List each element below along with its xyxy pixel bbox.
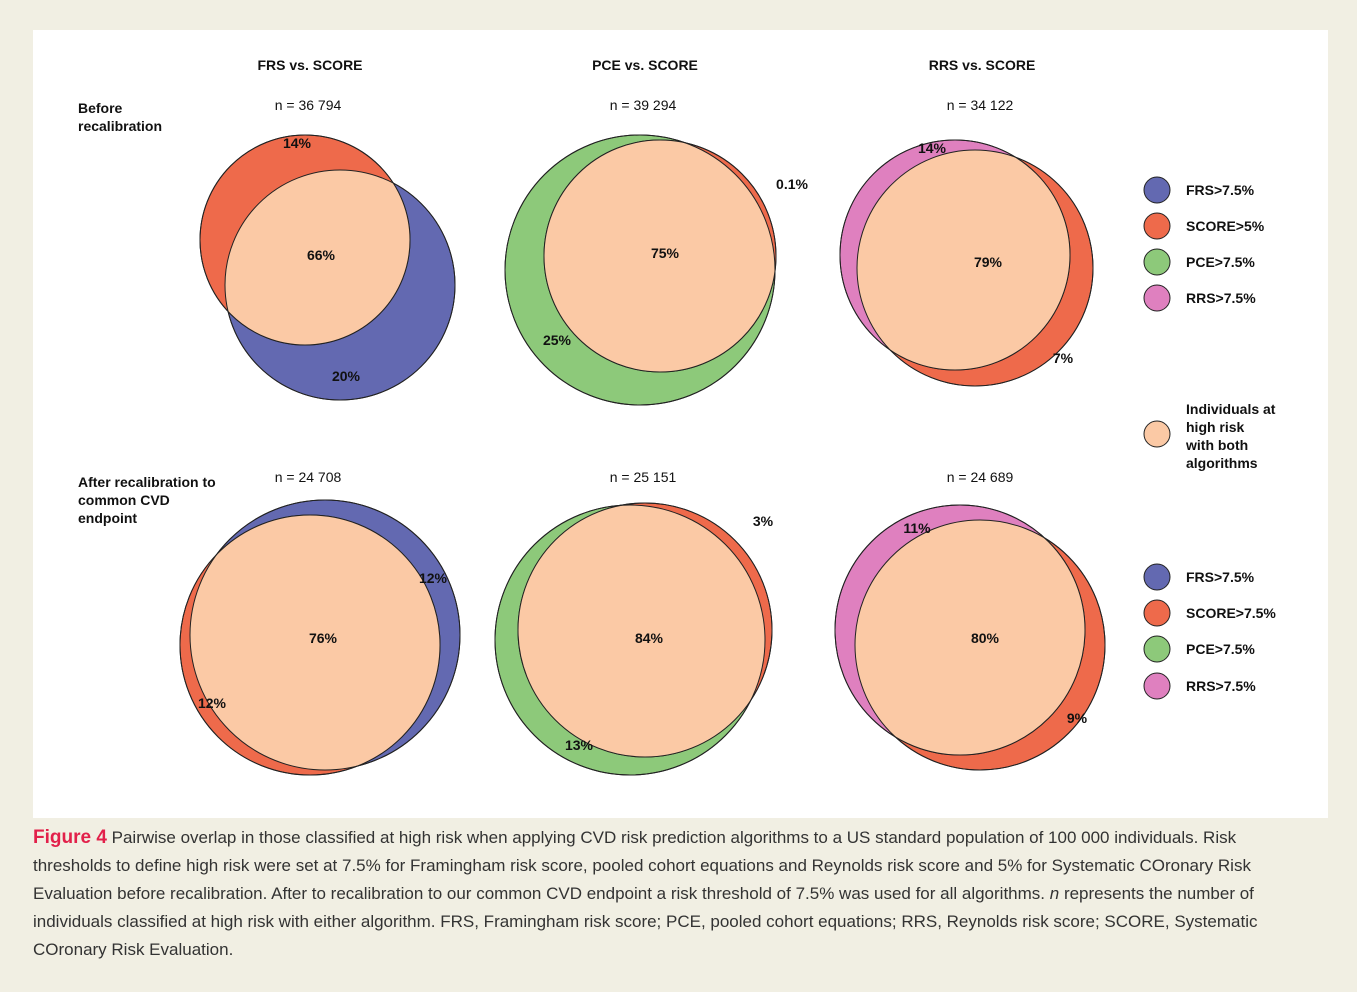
percent-label: 76% [308,630,338,646]
legend-label: PCE>7.5% [1186,641,1255,657]
caption-text: represents the number of individuals cla… [33,884,1258,959]
legend-label: RRS>7.5% [1186,290,1256,306]
outline [199,134,411,346]
percent-label: 14% [917,140,947,156]
percent-label: 12% [418,570,448,586]
legend-swatch [1143,420,1171,448]
sample-size: n = 25 151 [609,469,677,485]
overlap [857,150,1070,370]
legend-swatch [1143,176,1171,204]
outline [494,504,766,776]
percent-label: 84% [634,630,664,646]
column-title: PCE vs. SCORE [592,57,698,73]
legend-swatch [1143,635,1171,663]
column-title: RRS vs. SCORE [928,57,1036,73]
percent-label: 14% [282,135,312,151]
sample-size: n = 36 794 [274,97,342,113]
legend-label: FRS>7.5% [1186,569,1255,585]
legend-label: PCE>7.5% [1186,254,1255,270]
outline [856,149,1094,387]
percent-label: 3% [752,513,774,529]
outline [179,514,441,776]
legend-swatch [1143,563,1171,591]
outline [543,139,777,373]
legend-label: SCORE>7.5% [1186,605,1276,621]
row-label: After recalibration to common CVD endpoi… [78,474,216,526]
percent-label: 11% [903,520,931,536]
overlap [855,520,1085,755]
legend-swatch [1143,672,1171,700]
percent-label: 0.1% [776,176,808,192]
outline [517,502,773,758]
caption: Figure 4 Pairwise overlap in those class… [33,824,1313,964]
figure-label: Figure 4 [33,827,107,848]
sample-size: n = 24 689 [946,469,1014,485]
column-title: FRS vs. SCORE [257,57,363,73]
outline [224,169,456,401]
outline [854,519,1106,771]
legend-label: RRS>7.5% [1186,678,1256,694]
outline [189,499,461,771]
percent-label: 9% [1066,710,1088,726]
legend-label: SCORE>5% [1186,218,1265,234]
legend-swatch [1143,599,1171,627]
percent-label: 80% [970,630,1000,646]
outline [839,139,1071,371]
sample-size: n = 34 122 [946,97,1014,113]
percent-label: 12% [197,695,227,711]
percent-label: 20% [331,368,361,384]
row-label: Before recalibration [78,100,163,134]
percent-label: 25% [542,332,572,348]
caption-text: Pairwise overlap in those classified at … [33,828,1251,903]
percent-label: 79% [973,254,1003,270]
legend-swatch [1143,212,1171,240]
percent-label: 13% [564,737,594,753]
percent-label: 7% [1052,350,1074,366]
legend-swatch [1143,284,1171,312]
sample-size: n = 24 708 [274,469,342,485]
legend-label: FRS>7.5% [1186,182,1255,198]
overlap [190,515,440,770]
legend-swatch [1143,248,1171,276]
percent-label: 75% [650,245,680,261]
percent-label: 66% [306,247,336,263]
caption-italic: n [1049,884,1060,903]
outline [834,504,1086,756]
legend-label: Individuals at high risk with both algor… [1186,401,1276,471]
sample-size: n = 39 294 [609,97,677,113]
overlap [518,505,765,757]
